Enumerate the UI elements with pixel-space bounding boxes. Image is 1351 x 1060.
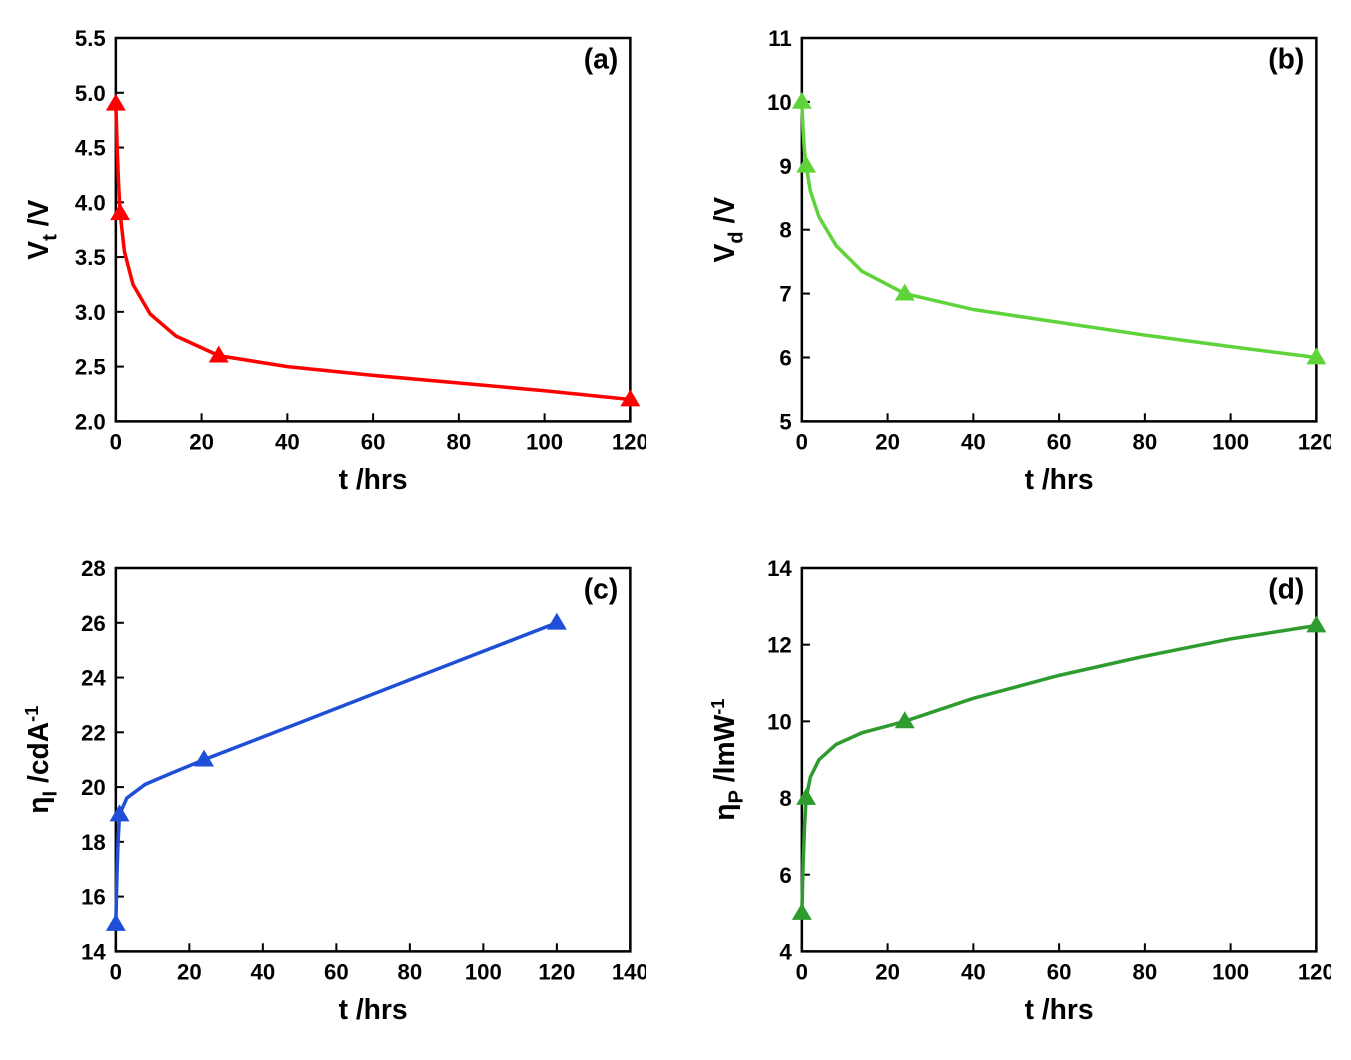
x-axis-label: t /hrs <box>1024 463 1093 495</box>
figure-grid: 0204060801001202.02.53.03.54.04.55.05.5t… <box>20 20 1331 1040</box>
x-tick-label: 140 <box>612 960 646 985</box>
panel-label: (c) <box>584 572 619 604</box>
y-tick-label: 11 <box>768 26 791 51</box>
y-tick-label: 3.5 <box>75 245 106 270</box>
y-tick-label: 6 <box>779 863 791 888</box>
y-tick-label: 3.0 <box>75 300 106 325</box>
data-marker <box>111 204 129 219</box>
y-tick-label: 9 <box>779 154 791 179</box>
y-tick-label: 10 <box>767 90 792 115</box>
panel-label: (b) <box>1268 42 1304 74</box>
x-tick-label: 60 <box>361 430 386 455</box>
x-axis-label: t /hrs <box>339 463 408 495</box>
x-tick-label: 100 <box>465 960 502 985</box>
x-tick-label: 20 <box>875 430 900 455</box>
chart-d: 0 20 40 60 80 100 120 4 6 8 10 12 14 t /hrs ηP /lmW-1 (… <box>706 550 1332 1040</box>
y-tick-label: 5 <box>779 409 791 434</box>
y-tick-label: 12 <box>767 633 792 658</box>
plot-border <box>116 38 631 421</box>
y-axis-label: ηI /cdA-1 <box>22 706 61 814</box>
data-line <box>116 623 557 924</box>
y-tick-label: 2.5 <box>75 355 106 380</box>
x-tick-label: 100 <box>1212 960 1249 985</box>
data-marker <box>797 789 815 804</box>
x-tick-label: 120 <box>1297 960 1331 985</box>
data-marker <box>792 93 810 108</box>
data-line <box>801 626 1316 914</box>
y-tick-label: 4 <box>779 939 792 964</box>
y-tick-label: 10 <box>767 709 792 734</box>
chart-c: 0 20 40 60 80 100 120 140 14 16 18 20 22 24 26 28 t /hrs… <box>20 550 646 1040</box>
x-tick-label: 120 <box>1297 430 1331 455</box>
y-tick-label: 18 <box>81 830 106 855</box>
x-tick-label: 20 <box>875 960 900 985</box>
panel-a: 0 20 40 60 80 100 120 2.0 2.5 3.0 3.5 4.0 4.5 5.0 5.5 t… <box>20 20 646 510</box>
y-tick-label: 20 <box>81 775 106 800</box>
data-marker <box>110 805 128 820</box>
y-tick-label: 28 <box>81 556 106 581</box>
y-tick-label: 4.0 <box>75 190 106 215</box>
x-tick-label: 120 <box>538 960 575 985</box>
x-tick-label: 60 <box>1046 430 1071 455</box>
x-axis-label: t /hrs <box>1024 993 1093 1025</box>
data-marker <box>797 157 815 172</box>
x-tick-label: 0 <box>110 960 122 985</box>
y-tick-label: 5.5 <box>75 26 106 51</box>
x-tick-label: 80 <box>398 960 423 985</box>
y-axis-label: Vd /V <box>708 197 747 263</box>
data-marker <box>1307 616 1325 631</box>
y-tick-label: 2.0 <box>75 409 106 434</box>
panel-b: 0 20 40 60 80 100 120 5 6 7 8 9 10 11 t /hrs Vd /V (b) <box>706 20 1332 510</box>
y-tick-label: 14 <box>81 939 106 964</box>
y-tick-label: 14 <box>767 556 792 581</box>
plot-border <box>801 568 1316 951</box>
x-tick-label: 100 <box>526 430 563 455</box>
x-tick-label: 80 <box>447 430 472 455</box>
x-tick-label: 40 <box>961 960 986 985</box>
x-tick-label: 60 <box>324 960 349 985</box>
x-tick-label: 80 <box>1132 960 1157 985</box>
x-tick-label: 100 <box>1212 430 1249 455</box>
x-tick-label: 120 <box>612 430 646 455</box>
y-tick-label: 8 <box>779 218 791 243</box>
x-tick-label: 0 <box>795 960 807 985</box>
x-tick-label: 40 <box>961 430 986 455</box>
x-tick-label: 0 <box>795 430 807 455</box>
y-axis-label: Vt /V <box>22 199 61 259</box>
data-line <box>801 102 1316 358</box>
x-tick-label: 80 <box>1132 430 1157 455</box>
y-tick-label: 4.5 <box>75 136 106 161</box>
panel-label: (d) <box>1268 572 1304 604</box>
x-tick-label: 0 <box>110 430 122 455</box>
plot-border <box>801 38 1316 421</box>
y-tick-label: 8 <box>779 786 791 811</box>
chart-b: 0 20 40 60 80 100 120 5 6 7 8 9 10 11 t /hrs Vd /V (b) <box>706 20 1332 510</box>
y-tick-label: 24 <box>81 666 106 691</box>
y-tick-label: 22 <box>81 720 106 745</box>
y-tick-label: 7 <box>779 282 791 307</box>
x-tick-label: 40 <box>251 960 276 985</box>
panel-d: 0 20 40 60 80 100 120 4 6 8 10 12 14 t /hrs ηP /lmW-1 (… <box>706 550 1332 1040</box>
panel-c: 0 20 40 60 80 100 120 140 14 16 18 20 22 24 26 28 t /hrs… <box>20 550 646 1040</box>
x-tick-label: 20 <box>177 960 202 985</box>
data-marker <box>107 95 125 110</box>
x-tick-label: 60 <box>1046 960 1071 985</box>
x-tick-label: 20 <box>189 430 214 455</box>
y-tick-label: 16 <box>81 885 106 910</box>
x-tick-label: 40 <box>275 430 300 455</box>
data-marker <box>107 915 125 930</box>
y-tick-label: 6 <box>779 346 791 371</box>
data-line <box>116 104 631 400</box>
y-axis-label: ηP /lmW-1 <box>708 699 747 821</box>
data-marker <box>548 614 566 629</box>
chart-a: 0 20 40 60 80 100 120 2.0 2.5 3.0 3.5 4.0 4.5 5.0 5.5 t… <box>20 20 646 510</box>
panel-label: (a) <box>584 42 619 74</box>
data-marker <box>792 904 810 919</box>
y-tick-label: 26 <box>81 611 106 636</box>
x-axis-label: t /hrs <box>339 993 408 1025</box>
y-tick-label: 5.0 <box>75 81 106 106</box>
